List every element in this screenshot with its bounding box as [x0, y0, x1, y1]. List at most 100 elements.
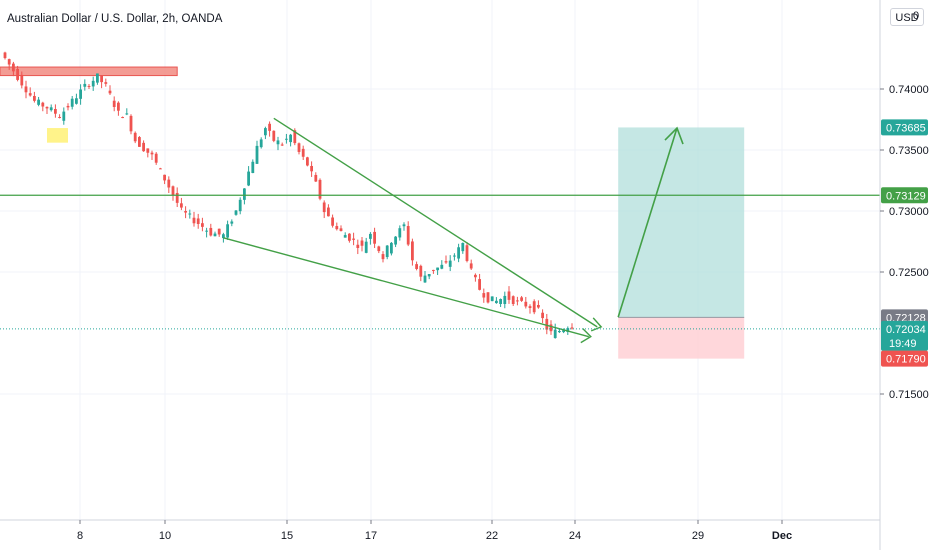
- candle-body: [461, 242, 465, 252]
- time-tick-label: 8: [77, 530, 83, 542]
- price-badge-label: 0.73685: [886, 122, 926, 134]
- price-badge-label: 0.71790: [886, 354, 926, 366]
- candle-body: [159, 168, 162, 170]
- candle-body: [255, 145, 259, 164]
- target-zone: [618, 127, 745, 318]
- wedge-lower-line: [223, 237, 589, 338]
- candle-body: [553, 329, 557, 339]
- price-badge-label: 0.73129: [886, 190, 926, 202]
- candle-body: [293, 130, 297, 144]
- highlight-zone: [47, 128, 68, 143]
- candle-body: [562, 329, 565, 333]
- candle-body: [217, 228, 221, 235]
- price-tick-label: 0.72500: [889, 267, 929, 279]
- candle-body: [247, 171, 250, 186]
- price-axis[interactable]: 0.74000 0.73500 0.73000 0.72500 0.71500: [880, 84, 929, 401]
- candle-body: [327, 207, 330, 217]
- candle-body: [419, 265, 423, 277]
- currency-suffix: 0: [913, 10, 920, 22]
- candle-body: [474, 274, 477, 278]
- candle-body: [415, 264, 418, 269]
- candle-body: [390, 242, 393, 254]
- candle-body: [138, 137, 141, 147]
- candle-body: [280, 144, 284, 146]
- candle-body: [520, 297, 523, 301]
- candle-body: [91, 80, 95, 87]
- candle-body: [457, 247, 460, 259]
- candle-body: [381, 254, 385, 260]
- candle-body: [154, 153, 158, 163]
- candle-body: [238, 199, 242, 212]
- candle-body: [364, 241, 368, 253]
- candles: [3, 51, 574, 339]
- candle-body: [289, 134, 292, 143]
- time-axis[interactable]: 8 10 15 17 22 24 29 Dec: [77, 520, 792, 542]
- candle-body: [549, 324, 553, 332]
- time-tick-label: Dec: [772, 530, 792, 542]
- candle-body: [87, 85, 91, 87]
- candle-body: [335, 226, 339, 230]
- currency-button[interactable]: USD: [890, 8, 924, 26]
- candle-body: [54, 109, 57, 114]
- drawings: [0, 117, 880, 344]
- candle-body: [28, 93, 32, 96]
- time-tick-label: 15: [281, 530, 293, 542]
- wedge-upper-line: [273, 117, 598, 328]
- candle-body: [297, 143, 301, 152]
- candle-body: [62, 111, 66, 121]
- candle-body: [322, 202, 326, 213]
- candle-body: [532, 301, 536, 313]
- candle-body: [352, 238, 355, 240]
- candle-body: [226, 224, 229, 238]
- candle-body: [566, 328, 570, 332]
- zones: [0, 66, 745, 359]
- candle-body: [175, 192, 179, 203]
- candle-body: [121, 117, 124, 119]
- candle-body: [503, 295, 507, 305]
- candle-body: [436, 267, 439, 271]
- candle-body: [268, 123, 271, 131]
- candle-body: [537, 304, 540, 308]
- candle-body: [167, 179, 171, 188]
- candle-body: [171, 186, 175, 196]
- candle-body: [112, 100, 116, 107]
- candle-body: [558, 330, 561, 333]
- candle-body: [129, 115, 133, 132]
- candle-body: [133, 132, 137, 142]
- target-arrow-line: [617, 127, 678, 318]
- candle-body: [142, 142, 145, 152]
- candle-body: [570, 327, 574, 329]
- candle-body: [180, 203, 183, 208]
- candle-body: [465, 245, 469, 261]
- candle-body: [58, 116, 61, 118]
- candle-body: [423, 275, 427, 283]
- candle-body: [184, 211, 187, 213]
- candle-body: [45, 106, 49, 109]
- candle-body: [104, 82, 108, 84]
- candle-body: [117, 102, 120, 111]
- candle-body: [192, 217, 196, 224]
- candle-body: [83, 83, 87, 87]
- candle-body: [339, 228, 343, 231]
- candle-body: [398, 228, 402, 238]
- candle-body: [79, 89, 82, 99]
- time-tick-label: 24: [569, 530, 581, 542]
- candle-body: [285, 138, 288, 140]
- candle-body: [343, 235, 347, 238]
- candle-body: [448, 260, 452, 267]
- candle-body: [276, 140, 280, 145]
- candle-body: [7, 59, 11, 65]
- countdown-label: 19:49: [889, 338, 917, 350]
- candle-body: [201, 223, 204, 227]
- candle-body: [163, 174, 166, 181]
- candle-body: [24, 86, 28, 93]
- candle-body: [150, 152, 154, 155]
- price-tick-label: 0.73500: [889, 145, 929, 157]
- candle-body: [511, 296, 515, 305]
- candle-body: [49, 107, 53, 111]
- time-tick-label: 17: [365, 530, 377, 542]
- price-badge-horizontal-line: [881, 187, 928, 204]
- candle-body: [469, 263, 473, 269]
